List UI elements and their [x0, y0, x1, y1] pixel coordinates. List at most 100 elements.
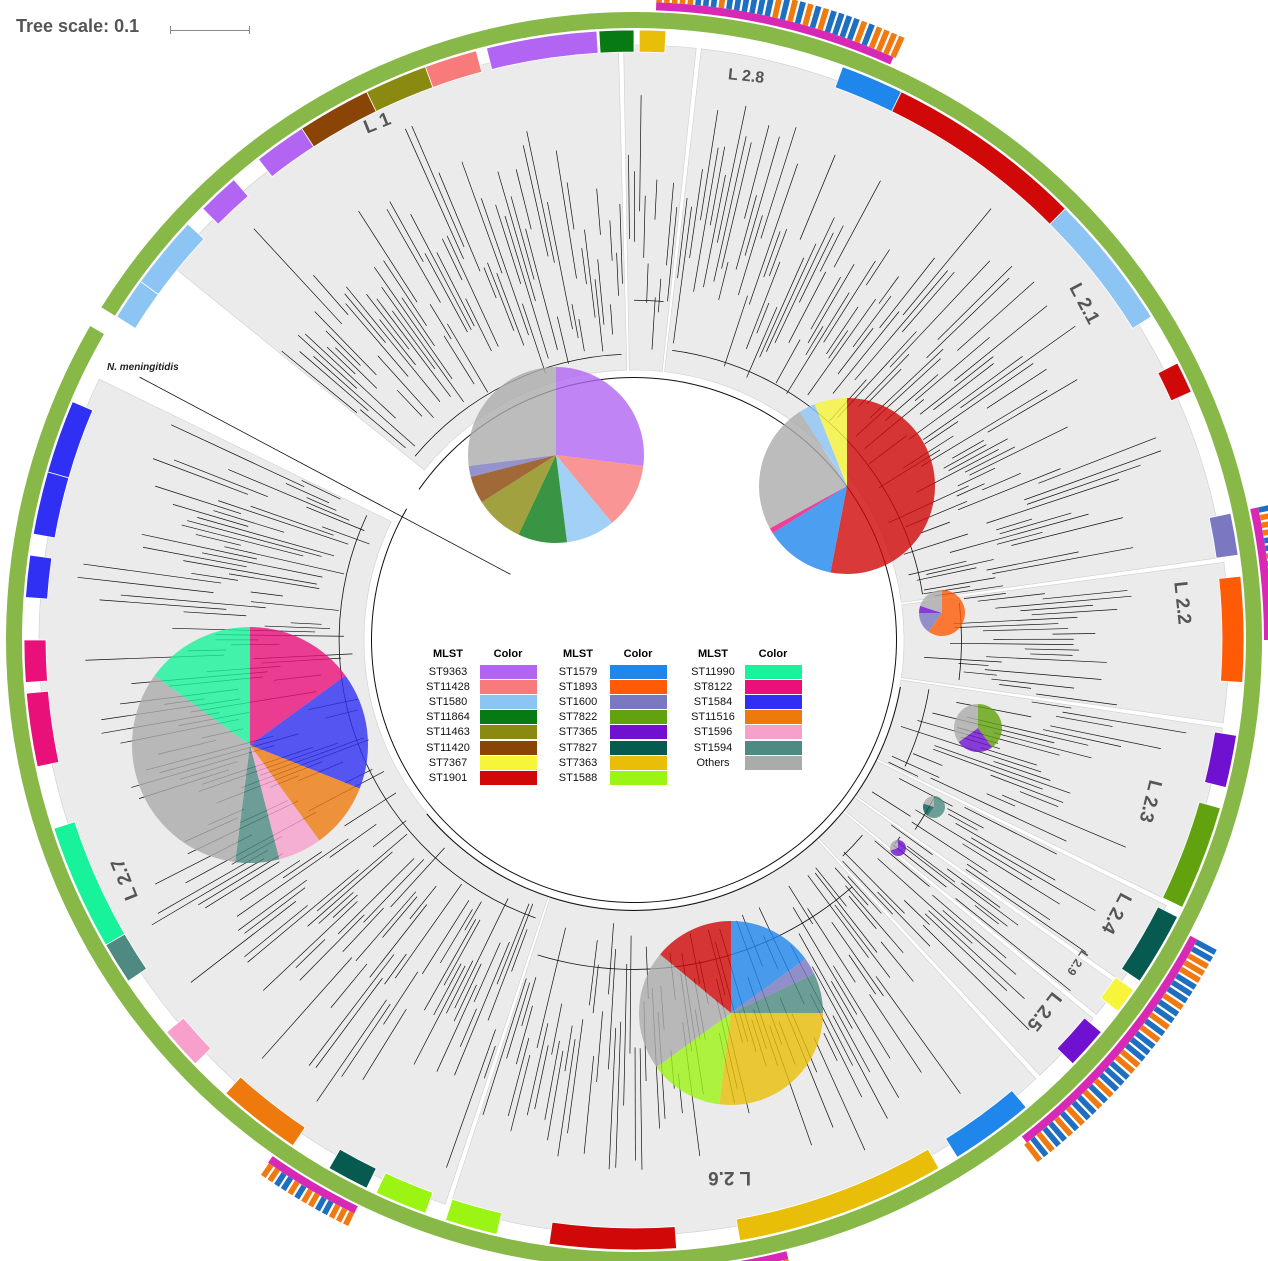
tree-branch [906, 845, 956, 883]
lineage-label-l2-8: L 2.8 [727, 66, 766, 87]
tree-branch [453, 963, 482, 1022]
tree-branch [744, 125, 770, 219]
legend-st: ST1584 [693, 695, 733, 708]
stripe-mark [1162, 993, 1184, 1011]
pie-slice [731, 921, 806, 1013]
legend-row: ST7363 [548, 755, 678, 770]
tree-branch [250, 601, 339, 611]
stripe-mark [817, 7, 830, 31]
tree-branch [615, 1021, 622, 1168]
tree-branch [737, 215, 763, 296]
stripe-mark [890, 35, 905, 59]
tree-branch [597, 259, 605, 325]
st-ring-block [1218, 575, 1245, 683]
pie-slice [769, 486, 847, 534]
tree-branch [99, 599, 227, 610]
stripe-mark [1261, 521, 1268, 529]
tree-branch [290, 622, 322, 625]
stripe-mark [1088, 1083, 1108, 1104]
stripe-mark [802, 3, 814, 27]
stripe-mark [1175, 973, 1197, 990]
tree-branch [497, 171, 536, 302]
tree-branch [379, 319, 416, 366]
tree-branch [949, 642, 1074, 645]
stripe-mark [702, 0, 710, 7]
tree-branch [921, 521, 950, 534]
pie-slice [927, 796, 946, 818]
legend-header-color: Color [493, 648, 523, 660]
stripe-mark [1258, 505, 1268, 513]
legend-swatch [480, 679, 537, 694]
legend-row: ST8122 [683, 679, 813, 694]
stripe-mark [1179, 966, 1201, 983]
tree-branch [932, 748, 1043, 790]
tree-branch [673, 206, 692, 344]
tree-branch [995, 595, 1132, 609]
stripe-mark [1263, 537, 1268, 544]
stripe-mark [1065, 1105, 1085, 1126]
pie-slice [556, 455, 613, 543]
tree-branch [982, 628, 1069, 632]
tree-branch [372, 820, 407, 848]
tree-branch [244, 905, 308, 958]
tree-branch [639, 1048, 643, 1170]
tree-branch [239, 860, 301, 901]
tree-scale-bar [170, 26, 250, 34]
tree-branch [394, 883, 462, 979]
tree-branch [405, 128, 464, 260]
tree-branch [903, 533, 968, 555]
tree-branch [557, 1039, 576, 1157]
tree-branch [848, 954, 877, 995]
tree-branch [813, 1037, 866, 1151]
tree-branch [946, 868, 1001, 908]
tree-branch [363, 859, 425, 923]
stripe-mark [883, 32, 898, 55]
st-ring-block [53, 821, 126, 946]
stripe-mark [741, 0, 750, 13]
tree-branch [832, 311, 900, 394]
legend-row: ST11864 [418, 710, 548, 725]
tree-branch [547, 201, 573, 330]
tree-branch [195, 534, 241, 546]
tree-branch [376, 298, 451, 398]
legend-st: ST7365 [558, 726, 598, 739]
tree-branch [947, 808, 984, 829]
pie-slice [978, 704, 1002, 748]
stripe-mark [1060, 1111, 1080, 1132]
st-ring-block [25, 690, 60, 768]
tree-branch [1052, 633, 1096, 635]
stripe-mark [1129, 1037, 1151, 1056]
tree-branch [786, 292, 850, 394]
tree-branch [584, 229, 596, 318]
tree-branch [191, 572, 238, 581]
tree-branch [461, 161, 503, 274]
tree-branch [958, 663, 989, 666]
legend-header-color: Color [758, 648, 788, 660]
tree-branch [306, 506, 365, 531]
legend-swatch [745, 740, 802, 755]
tree-branch [366, 294, 410, 350]
tree-branch [344, 792, 397, 827]
tree-branch [915, 809, 1032, 881]
tree-branch [901, 271, 955, 333]
tree-branch [285, 483, 330, 504]
stripe-mark [832, 12, 845, 36]
tree-branch [974, 905, 999, 925]
tree-branch [547, 1050, 564, 1141]
tree-branch [768, 228, 788, 277]
tree-branch [410, 214, 472, 331]
legend-swatch [610, 679, 667, 694]
tree-branch [608, 923, 614, 995]
legend-swatch [480, 694, 537, 709]
mlst-legend: MLST Color ST9363 ST11428 ST1580 ST11864 … [418, 648, 818, 804]
tree-branch [439, 909, 473, 964]
st-ring-block [945, 1089, 1027, 1158]
tree-branch [377, 355, 434, 418]
legend-row: ST7367 [418, 755, 548, 770]
stripe-mark [1190, 946, 1213, 962]
tree-branch [774, 217, 835, 344]
tree-branch [436, 984, 477, 1072]
tree-branch [875, 976, 961, 1094]
legend-st: ST1901 [428, 771, 468, 784]
tree-branch [922, 924, 1030, 1030]
